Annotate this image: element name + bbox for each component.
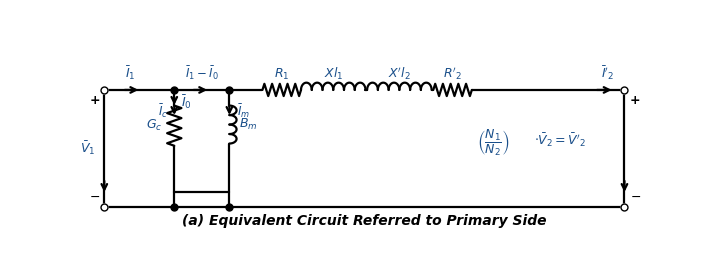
Text: $-$: $-$ xyxy=(630,190,641,203)
Text: $\bar{I}_1 - \bar{I}_0$: $\bar{I}_1 - \bar{I}_0$ xyxy=(185,64,219,82)
Text: $B_m$: $B_m$ xyxy=(239,117,257,132)
Text: $Xl_1$: $Xl_1$ xyxy=(324,66,343,82)
Text: $\left(\dfrac{N_1}{N_2}\right)$: $\left(\dfrac{N_1}{N_2}\right)$ xyxy=(477,128,510,158)
Text: $\bar{I}_m$: $\bar{I}_m$ xyxy=(237,102,250,120)
Text: $\bar{V}_1$: $\bar{V}_1$ xyxy=(80,140,95,157)
Text: +: + xyxy=(90,94,100,108)
Text: $\bar{I}_0$: $\bar{I}_0$ xyxy=(181,93,192,111)
Text: $R_1$: $R_1$ xyxy=(274,67,289,82)
Text: $G_c$: $G_c$ xyxy=(146,118,162,133)
Text: $X'l_2$: $X'l_2$ xyxy=(388,66,411,82)
Text: $R'_2$: $R'_2$ xyxy=(443,66,462,82)
Text: $\bar{I}_1$: $\bar{I}_1$ xyxy=(125,64,136,82)
Text: $\bar{I}'_2$: $\bar{I}'_2$ xyxy=(602,64,614,82)
Text: (a) Equivalent Circuit Referred to Primary Side: (a) Equivalent Circuit Referred to Prima… xyxy=(182,214,547,228)
Text: $-$: $-$ xyxy=(89,190,100,203)
Text: $\bar{I}_c$: $\bar{I}_c$ xyxy=(158,102,168,120)
Text: +: + xyxy=(630,94,641,108)
Text: $\cdot\bar{V}_2 = \bar{V}'_2$: $\cdot\bar{V}_2 = \bar{V}'_2$ xyxy=(534,131,586,149)
